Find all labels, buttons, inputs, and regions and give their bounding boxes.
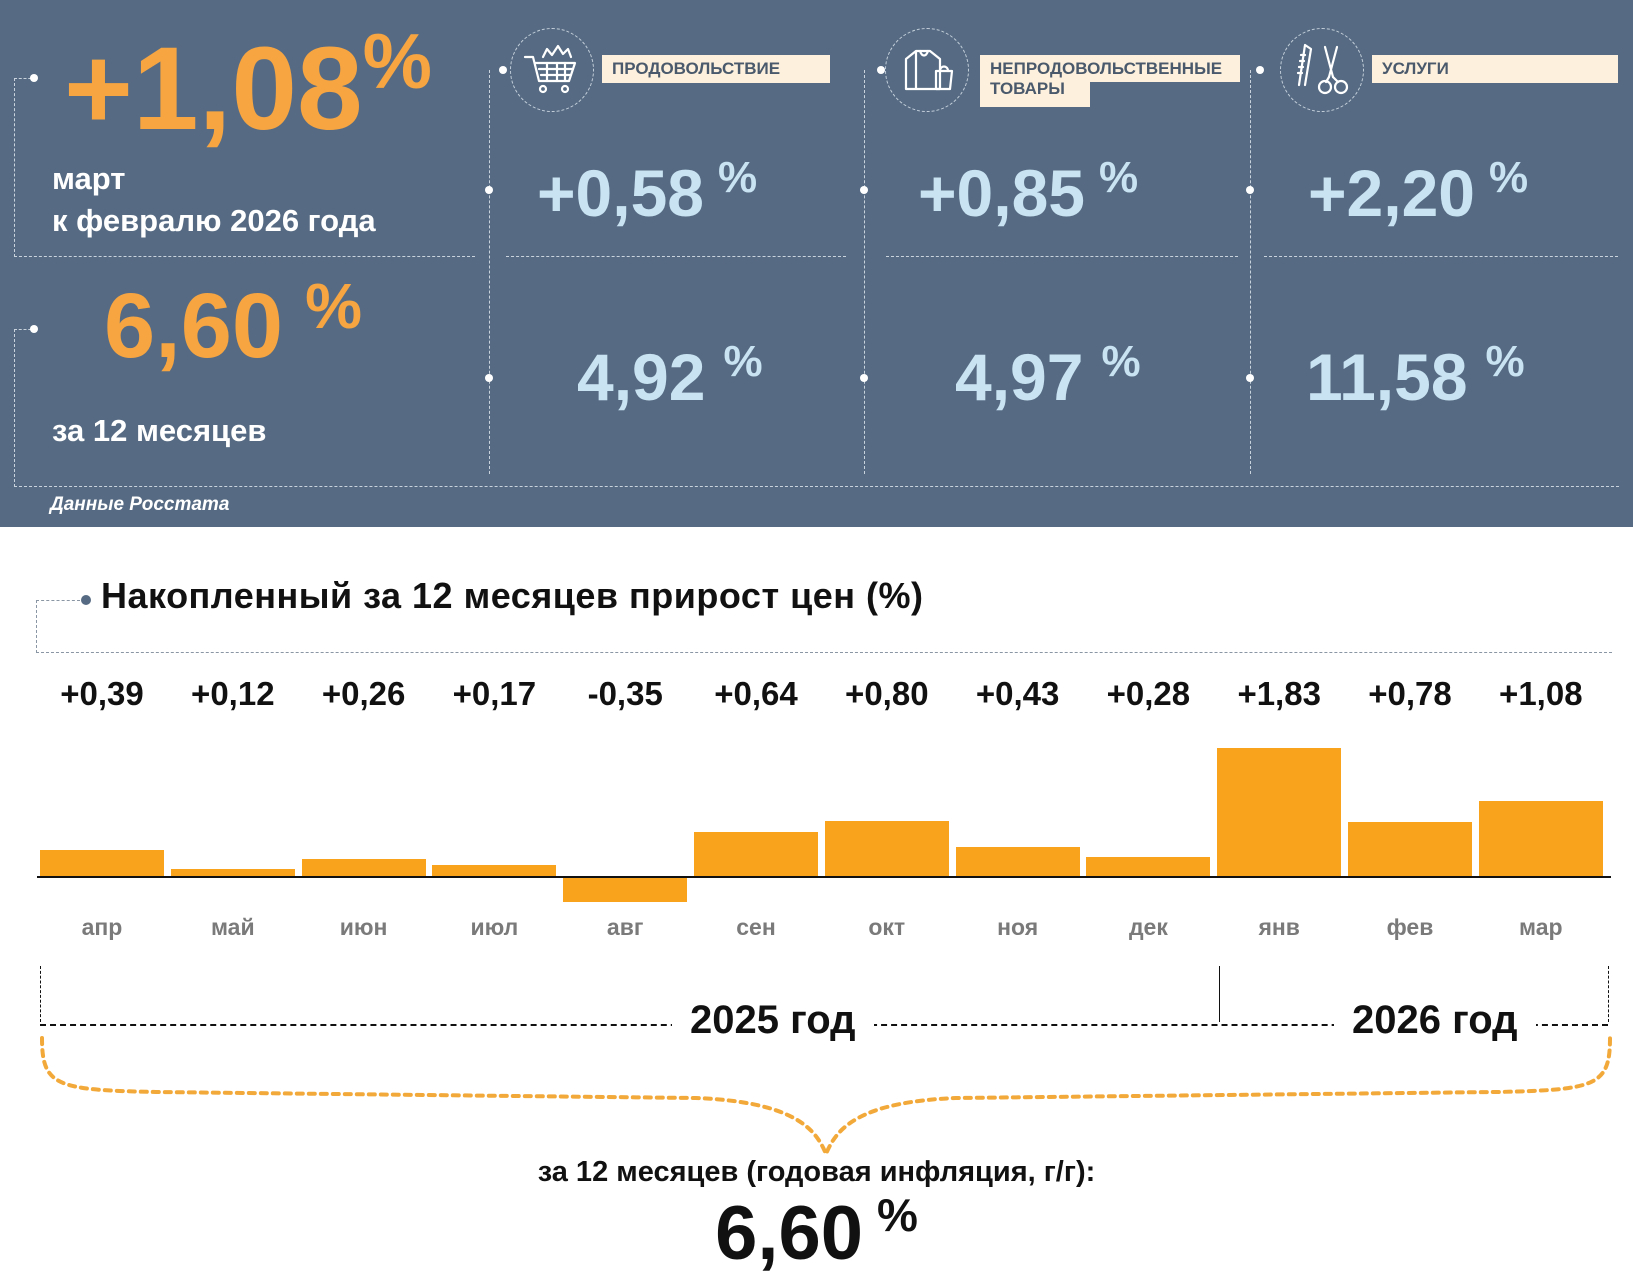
category-monthly-value-nonfood: +0,85% xyxy=(918,153,1139,230)
bar-окт xyxy=(824,820,949,877)
bar-сен xyxy=(694,831,818,877)
annual-headline-label: за 12 месяцев xyxy=(52,413,267,448)
frame-dot xyxy=(499,66,507,74)
bar-июн xyxy=(301,858,426,877)
headline-frame-tick xyxy=(14,78,36,79)
summary-brace xyxy=(40,1036,1612,1158)
bar-value-label: +0,28 xyxy=(1106,675,1191,712)
year-label-2026: 2026 год xyxy=(1334,998,1536,1043)
clothing-bag-icon xyxy=(885,28,969,112)
month-label: сен xyxy=(736,914,776,940)
column-divider xyxy=(1250,70,1251,474)
month-label: мар xyxy=(1519,914,1563,940)
headline-frame-tick xyxy=(14,329,36,330)
year-bracket-divider xyxy=(1219,966,1220,1022)
bar-value-label: +0,12 xyxy=(191,675,275,712)
bar-янв xyxy=(1217,747,1342,877)
frame-dot xyxy=(485,374,493,382)
summary-label: за 12 месяцев (годовая инфляция, г/г): xyxy=(537,1156,1096,1188)
label-cutout xyxy=(1090,82,1240,108)
bar-фев xyxy=(1348,822,1472,877)
month-label: окт xyxy=(868,914,906,940)
bar-value-label: +0,17 xyxy=(452,675,537,712)
month-label: фев xyxy=(1386,914,1434,940)
year-bracket-edge xyxy=(1608,966,1609,1022)
column-divider xyxy=(489,70,490,474)
column-rule xyxy=(506,256,846,257)
category-monthly-value-services: +2,20% xyxy=(1308,153,1529,230)
year-bracket-edge xyxy=(40,966,41,1022)
summary-panel: +1,08% март к февралю 2026 года 6,60% за… xyxy=(0,0,1633,527)
bar-value-label: +0,78 xyxy=(1368,675,1452,712)
frame-dot xyxy=(1246,374,1254,382)
month-label: авг xyxy=(606,914,644,940)
frame-dot xyxy=(860,186,868,194)
month-label: янв xyxy=(1258,914,1300,940)
chart-title-tick xyxy=(36,600,80,601)
category-monthly-value-food: +0,58% xyxy=(537,153,758,230)
bar-value-label: +0,64 xyxy=(714,675,798,712)
column-rule xyxy=(1264,256,1618,257)
chart-baseline xyxy=(37,876,1611,878)
frame-dot xyxy=(1246,186,1254,194)
headline-frame-monthly xyxy=(14,78,475,257)
bar-ноя xyxy=(955,846,1080,877)
frame-dot xyxy=(1256,66,1264,74)
category-annual-value-nonfood: 4,97% xyxy=(955,337,1141,414)
frame-dot xyxy=(485,186,493,194)
bar-июл xyxy=(432,865,557,877)
scissors-comb-icon xyxy=(1280,28,1364,112)
month-label: июн xyxy=(339,914,388,940)
chart-title: Накопленный за 12 месяцев прирост цен (%… xyxy=(101,575,924,616)
month-label: дек xyxy=(1128,914,1168,940)
bar-авг xyxy=(563,877,688,902)
month-label: ноя xyxy=(997,914,1039,940)
bar-май xyxy=(170,868,295,877)
monthly-headline-value: +1,08% xyxy=(64,17,432,155)
bar-апр xyxy=(40,849,164,877)
summary-value: 6,60% xyxy=(715,1189,918,1276)
shopping-cart-icon xyxy=(510,28,594,112)
chart-title-frame xyxy=(36,600,1612,653)
column-rule xyxy=(886,256,1238,257)
data-source-note: Данные Росстата xyxy=(50,494,230,515)
chart-title-dot xyxy=(81,595,91,605)
bar-value-label: +0,39 xyxy=(60,675,144,712)
frame-dot xyxy=(877,66,885,74)
month-label: апр xyxy=(81,914,123,940)
frame-dot xyxy=(30,74,38,82)
bar-value-label: +1,83 xyxy=(1237,675,1321,712)
frame-dot xyxy=(30,325,38,333)
headline-frame-annual xyxy=(14,329,1619,487)
month-label: июл xyxy=(470,914,519,940)
bar-дек xyxy=(1086,857,1211,877)
annual-headline-value: 6,60% xyxy=(104,270,362,377)
bar-value-label: +0,26 xyxy=(321,675,406,712)
bar-мар xyxy=(1478,800,1603,877)
frame-dot xyxy=(860,374,868,382)
bar-value-label: +1,08 xyxy=(1499,675,1583,712)
bar-value-label: +0,80 xyxy=(845,675,929,712)
category-label-services: УСЛУГИ xyxy=(1372,55,1618,83)
bar-value-label: +0,43 xyxy=(975,675,1060,712)
month-label: май xyxy=(210,914,255,940)
monthly-headline-label: март к февралю 2026 года xyxy=(52,161,376,238)
category-label-food: ПРОДОВОЛЬСТВИЕ xyxy=(602,55,830,83)
category-annual-value-services: 11,58% xyxy=(1306,337,1525,414)
column-divider xyxy=(864,70,865,474)
category-annual-value-food: 4,92% xyxy=(577,337,763,414)
year-label-2025: 2025 год xyxy=(672,998,874,1043)
bar-value-label: -0,35 xyxy=(587,675,663,712)
